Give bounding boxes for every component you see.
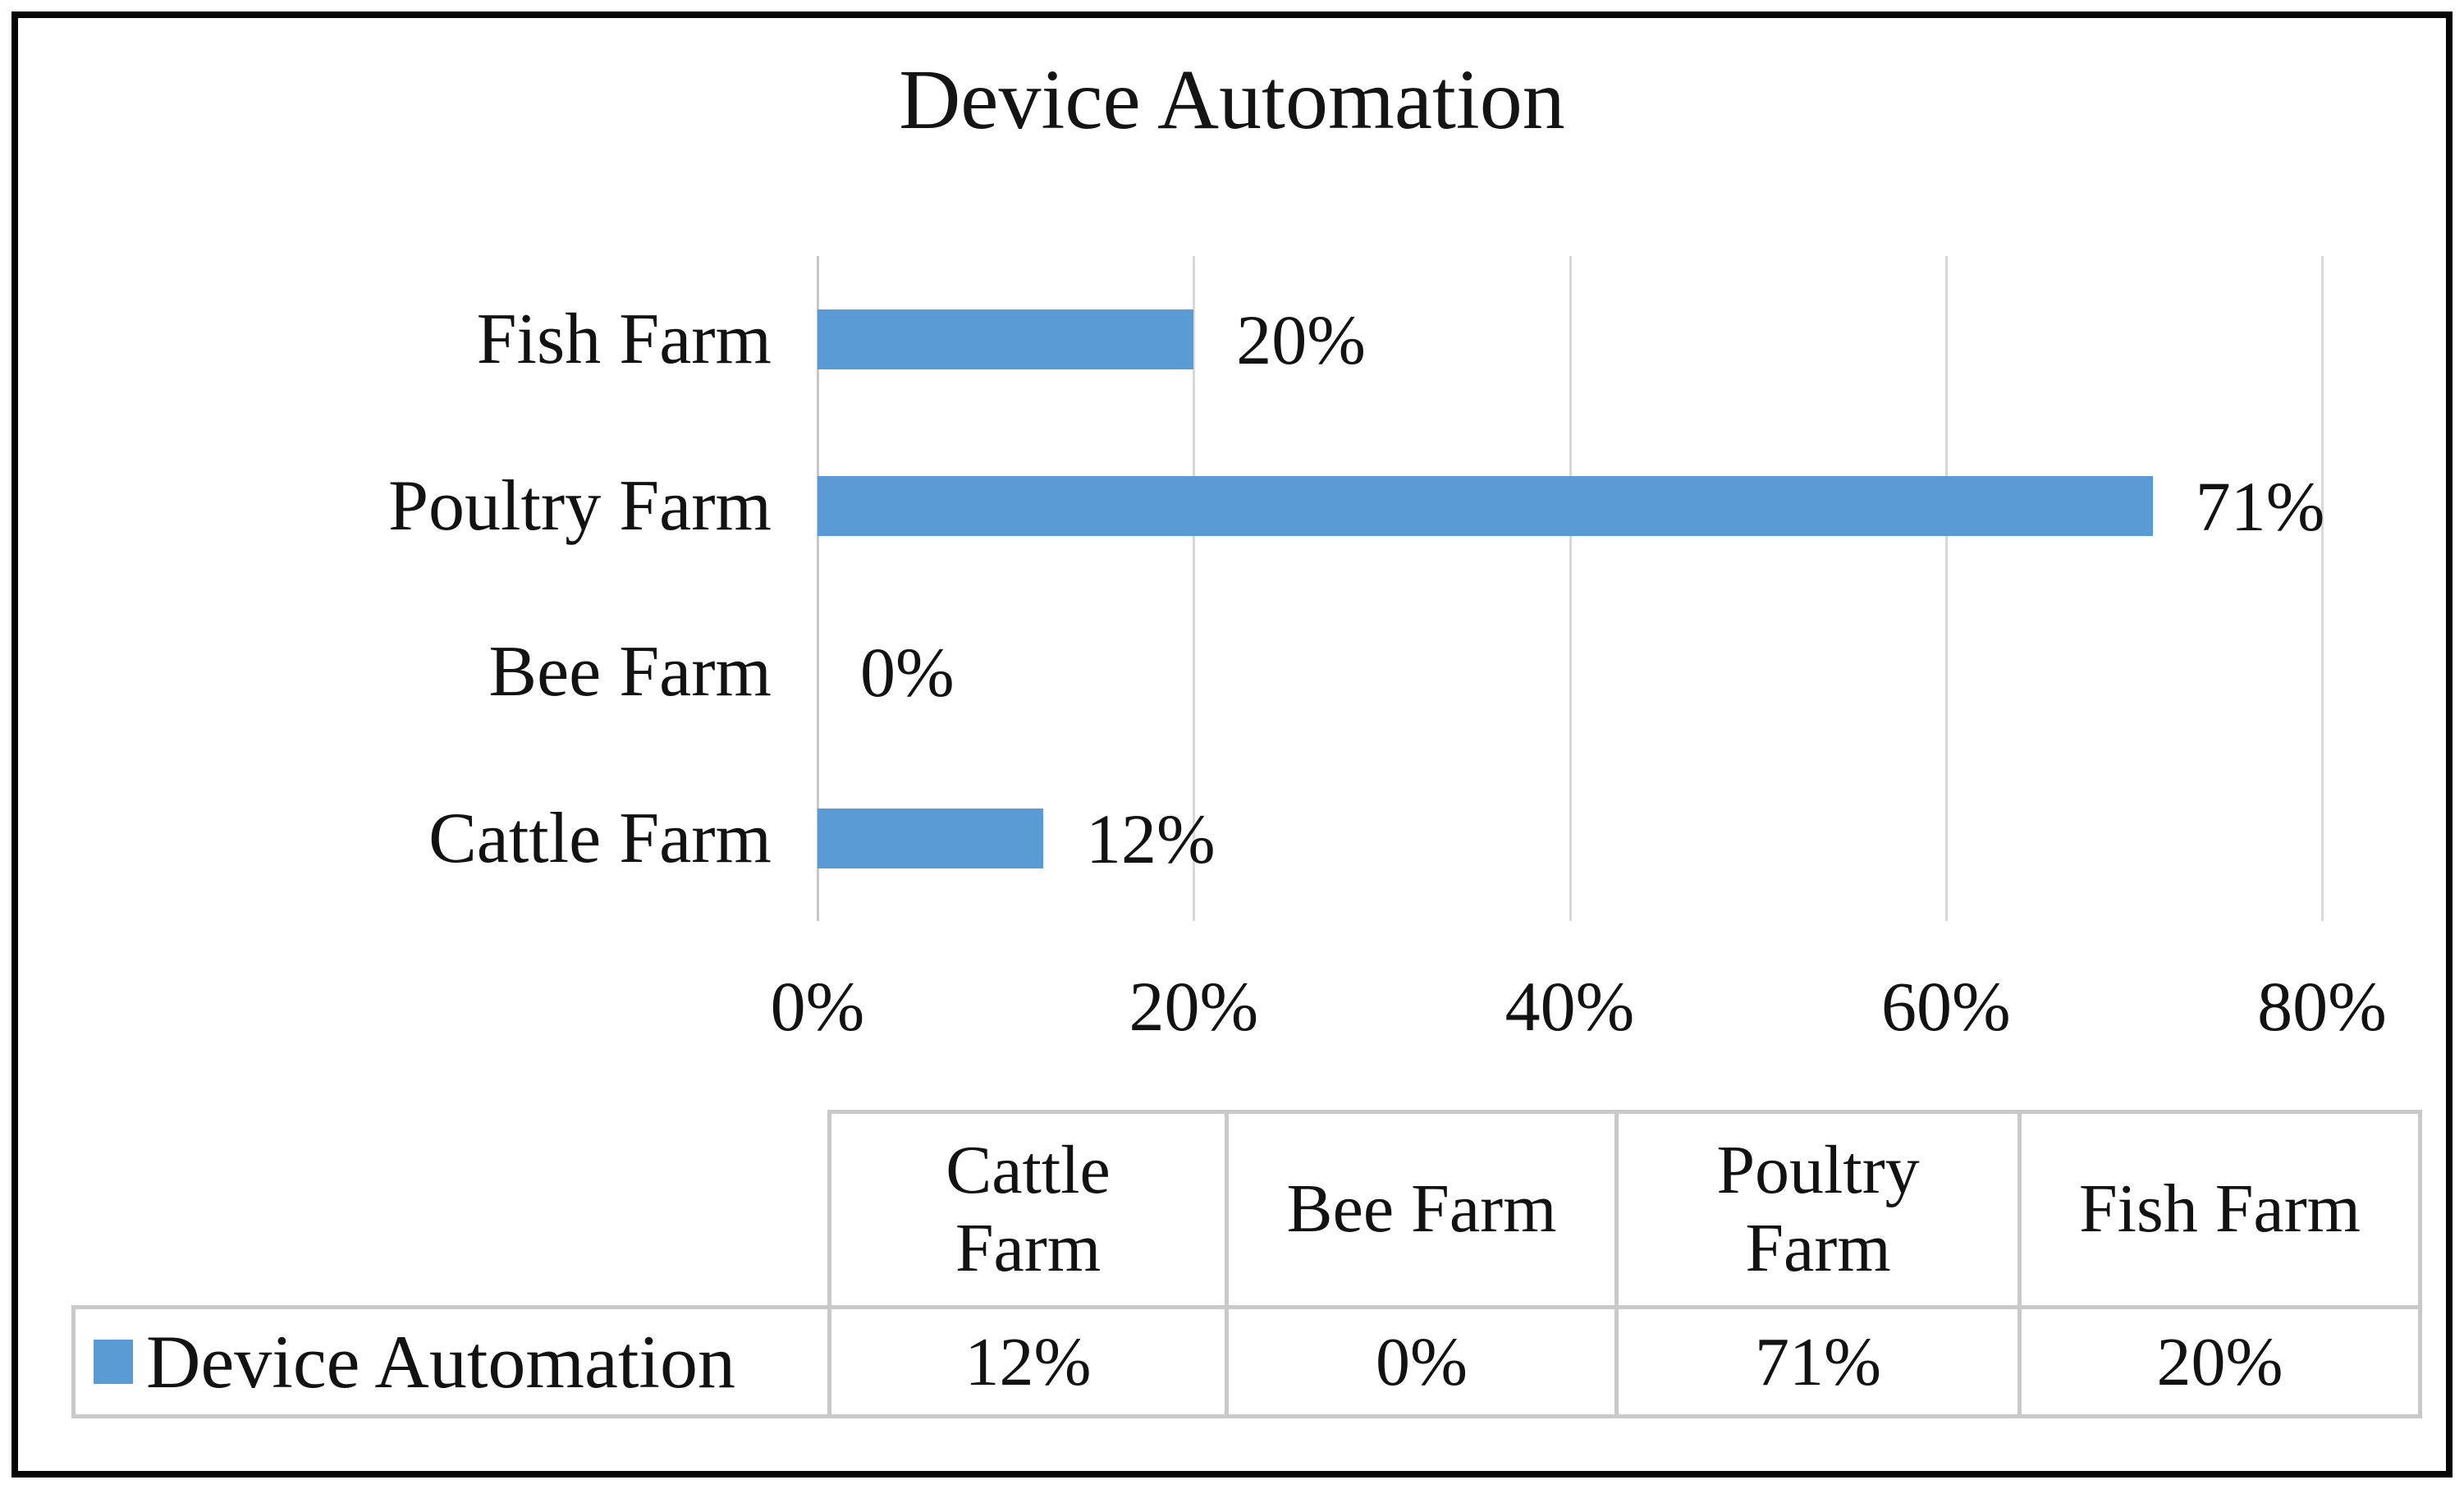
category-label: Poultry Farm [388,466,772,546]
legend-color-swatch [94,1340,133,1384]
category-label: Cattle Farm [428,799,772,878]
gridline [1569,256,1572,921]
legend-cell: Device Automation [71,1305,831,1418]
table-value-cattle-farm: 12% [827,1305,1229,1418]
gridline [1944,256,1948,921]
table-value-fish-farm: 20% [2017,1305,2422,1418]
x-axis-tick-label: 80% [2257,967,2387,1046]
x-axis-tick-label: 60% [1880,967,2011,1046]
category-band: Fish Farm 20% [0,256,2464,423]
x-axis-tick-label: 20% [1129,967,1259,1046]
plot-area [817,256,2324,921]
bar [818,476,2153,536]
table-header-cattle-farm: Cattle Farm [827,1110,1229,1309]
table-header-label: Cattle Farm [946,1132,1111,1286]
table-header-fish-farm: Fish Farm [2017,1110,2422,1309]
legend-series-label: Device Automation [146,1320,735,1404]
category-band: Cattle Farm 12% [0,755,2464,922]
bar [818,309,1194,369]
table-header-label: Fish Farm [2078,1171,2361,1248]
legend: Device Automation [76,1318,827,1405]
gridline [2321,256,2324,921]
gridline [1193,256,1196,921]
table-header-label: Bee Farm [1286,1171,1557,1248]
bar-value-label: 0% [860,632,955,712]
gridline [817,256,819,921]
table-value-bee-farm: 0% [1225,1305,1619,1418]
category-band: Poultry Farm 71% [0,423,2464,589]
chart-title: Device Automation [899,53,1565,147]
table-header-label: Poultry Farm [1716,1132,1920,1286]
category-band: Bee Farm 0% [0,589,2464,755]
x-axis-tick-label: 0% [770,967,865,1046]
chart-border [11,11,2453,1478]
x-axis-tick-label: 40% [1505,967,1635,1046]
bar-value-label: 12% [1086,799,1216,878]
bar-value-label: 20% [1236,300,1366,379]
bar [818,809,1043,868]
table-value-poultry-farm: 71% [1614,1305,2022,1418]
table-header-poultry-farm: Poultry Farm [1614,1110,2022,1309]
bar-value-label: 71% [2195,466,2325,546]
category-label: Fish Farm [476,300,772,379]
table-corner-cell [74,1112,830,1308]
data-table: Cattle Farm Bee Farm Poultry Farm Fish F… [71,1110,2422,1418]
table-header-bee-farm: Bee Farm [1225,1110,1619,1309]
category-label: Bee Farm [488,632,772,712]
